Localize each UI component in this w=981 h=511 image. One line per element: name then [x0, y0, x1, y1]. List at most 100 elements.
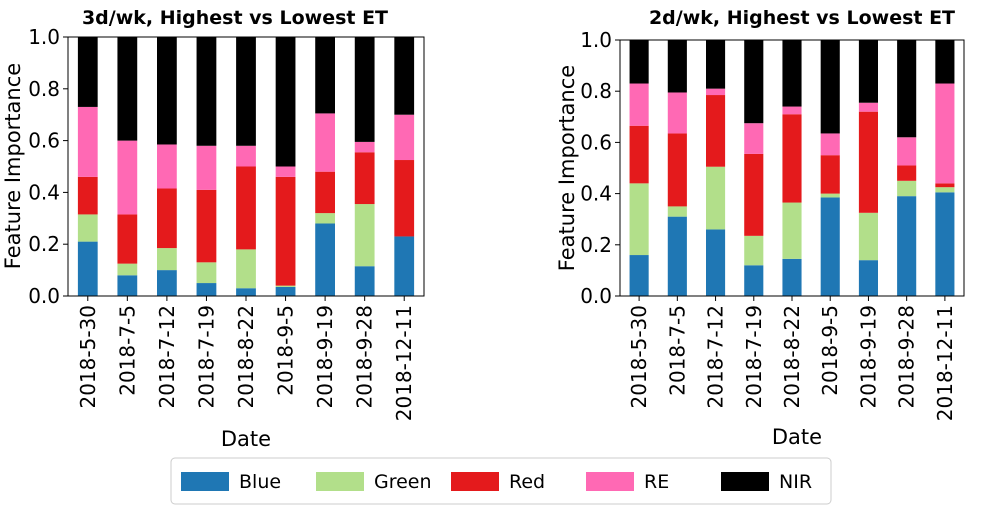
bar-nir-2018-7-5 [667, 40, 687, 93]
bar-red-2018-9-28 [897, 165, 917, 181]
bar-re-2018-9-19 [315, 113, 335, 172]
bar-green-2018-7-19 [744, 235, 764, 266]
bar-nir-2018-9-28 [354, 37, 375, 142]
legend-label-re: RE [644, 471, 669, 493]
x-tick-label: 2018-7-12 [155, 305, 179, 409]
chart-2d-per-week: 2d/wk, Highest vs Lowest ET 0.0 0.2 0.4 0.6… [555, 7, 965, 449]
bar-green-2018-7-12 [706, 166, 726, 230]
y-tick-label: 0.0 [580, 284, 612, 308]
bar-blue-2018-9-5 [275, 286, 296, 296]
y-tick-label: 0.6 [28, 129, 60, 153]
bar-blue-2018-7-5 [117, 275, 138, 296]
bar-red-2018-8-22 [236, 166, 256, 250]
bar-red-2018-9-5 [275, 176, 296, 286]
legend-label-nir: NIR [779, 471, 812, 493]
legend-label-blue: Blue [239, 471, 281, 493]
bar-green-2018-8-22 [782, 202, 802, 259]
bar-red-2018-7-5 [117, 214, 138, 264]
bar-green-2018-8-22 [236, 249, 256, 289]
bar-blue-2018-12-11 [394, 236, 415, 296]
y-axis: 0.0 0.2 0.4 0.6 0.8 1.0 [28, 25, 68, 308]
x-tick-label: 2018-9-5 [818, 305, 842, 396]
bar-green-2018-7-5 [117, 263, 138, 276]
legend-swatch-nir [721, 472, 769, 491]
bar-nir-2018-7-19 [744, 40, 764, 124]
bar-nir-2018-7-12 [157, 37, 177, 145]
bar-re-2018-5-30 [77, 106, 98, 177]
legend-swatch-green [316, 472, 364, 491]
bar-re-2018-7-12 [157, 144, 177, 189]
bar-red-2018-7-5 [667, 133, 687, 207]
bar-green-2018-9-19 [315, 213, 335, 224]
legend-label-red: Red [509, 471, 545, 493]
bar-nir-2018-9-5 [275, 37, 296, 167]
y-tick-label: 0.2 [28, 232, 60, 256]
bar-blue-2018-7-19 [196, 283, 217, 296]
bar-re-2018-12-11 [935, 83, 955, 184]
x-tick-label: 2018-9-19 [856, 305, 880, 409]
bars-layer [77, 37, 415, 296]
x-tick-label: 2018-9-28 [895, 305, 919, 409]
x-tick-label: 2018-9-19 [313, 305, 337, 409]
bar-blue-2018-7-12 [157, 270, 177, 296]
bar-nir-2018-12-11 [394, 37, 415, 115]
bar-re-2018-7-12 [706, 88, 726, 96]
y-tick-label: 0.8 [580, 79, 612, 103]
bar-re-2018-9-19 [858, 102, 878, 112]
bar-re-2018-7-19 [196, 145, 217, 190]
bar-blue-2018-7-12 [706, 229, 726, 296]
y-tick-label: 0.4 [28, 180, 60, 204]
bar-re-2018-7-19 [744, 123, 764, 154]
bar-red-2018-8-22 [782, 114, 802, 203]
bar-re-2018-12-11 [394, 114, 415, 161]
bar-green-2018-9-28 [354, 204, 375, 267]
bar-red-2018-7-12 [157, 188, 177, 249]
y-tick-label: 0.2 [580, 233, 612, 257]
y-tick-label: 0.4 [580, 182, 612, 206]
bar-re-2018-9-5 [820, 133, 840, 156]
bar-red-2018-7-19 [196, 189, 217, 263]
bar-blue-2018-9-28 [354, 266, 375, 296]
bar-blue-2018-12-11 [935, 192, 955, 296]
bar-nir-2018-7-19 [196, 37, 217, 146]
bar-red-2018-9-5 [820, 155, 840, 194]
bar-green-2018-9-5 [275, 285, 296, 287]
legend-frame [170, 457, 832, 505]
bar-green-2018-7-5 [667, 206, 687, 217]
bar-re-2018-9-28 [354, 141, 375, 153]
x-tick-label: 2018-5-30 [76, 305, 100, 409]
bar-blue-2018-9-28 [897, 196, 917, 296]
legend: Blue Green Red RE NIR [170, 457, 832, 505]
x-tick-label: 2018-8-22 [780, 305, 804, 409]
x-tick-label: 2018-7-5 [115, 305, 139, 396]
bar-red-2018-7-19 [744, 153, 764, 236]
bars-layer [629, 40, 955, 296]
bar-blue-2018-9-5 [820, 197, 840, 296]
bar-red-2018-9-19 [858, 111, 878, 213]
legend-swatch-re [586, 472, 634, 491]
bar-nir-2018-8-22 [782, 40, 802, 107]
chart-title: 2d/wk, Highest vs Lowest ET [649, 7, 955, 29]
bar-green-2018-9-19 [858, 212, 878, 261]
bar-nir-2018-7-12 [706, 40, 726, 89]
bar-re-2018-7-5 [667, 92, 687, 134]
bar-red-2018-12-11 [935, 183, 955, 188]
bar-nir-2018-9-28 [897, 40, 917, 138]
x-tick-label: 2018-5-30 [627, 305, 651, 409]
x-tick-label: 2018-8-22 [234, 305, 258, 409]
bar-green-2018-7-12 [157, 248, 177, 271]
bar-red-2018-9-19 [315, 171, 335, 214]
legend-items: Blue Green Red RE NIR [181, 471, 812, 493]
bar-nir-2018-12-11 [935, 40, 955, 84]
bar-green-2018-5-30 [629, 183, 649, 256]
bar-re-2018-8-22 [782, 106, 802, 115]
bar-red-2018-5-30 [629, 125, 649, 184]
bar-green-2018-5-30 [77, 214, 98, 242]
bar-re-2018-9-5 [275, 166, 296, 177]
bar-nir-2018-7-5 [117, 37, 138, 141]
x-axis: 2018-5-30 2018-7-5 2018-7-12 2018-7-19 2018-… [76, 296, 416, 421]
bar-red-2018-5-30 [77, 176, 98, 215]
x-axis-label: Date [221, 427, 271, 451]
y-axis-label: Feature Importance [555, 65, 579, 271]
